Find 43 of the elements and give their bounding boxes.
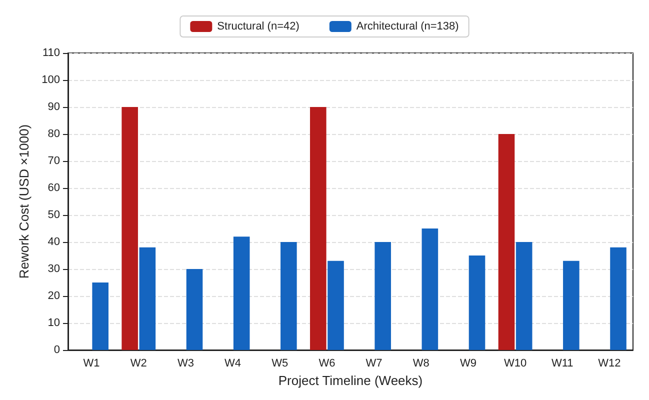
bar xyxy=(422,228,438,350)
x-axis-title: Project Timeline (Weeks) xyxy=(278,373,423,388)
bar xyxy=(122,107,138,350)
x-tick-label: W7 xyxy=(366,358,382,370)
x-tick-label: W8 xyxy=(412,358,430,370)
bar xyxy=(328,260,344,350)
bar xyxy=(468,256,486,350)
y-tick-label: 20 xyxy=(48,290,60,302)
bar xyxy=(186,269,203,350)
y-tick-label: 40 xyxy=(48,236,60,248)
bar xyxy=(563,260,580,350)
bar xyxy=(498,134,515,350)
y-tick-label: 50 xyxy=(48,209,60,221)
x-tick-label: W1 xyxy=(83,358,100,370)
y-tick-label: 60 xyxy=(48,182,60,194)
legend-label: Structural (n=42) xyxy=(217,20,300,32)
y-tick-label: 0 xyxy=(54,344,60,356)
bar xyxy=(280,242,297,350)
x-tick-label: W9 xyxy=(460,358,476,370)
x-tick-label: W4 xyxy=(224,358,242,370)
x-tick-label: W12 xyxy=(598,358,621,370)
bar xyxy=(139,247,156,350)
x-tick-label: W6 xyxy=(318,358,336,370)
bar xyxy=(310,107,326,350)
y-tick-label: 80 xyxy=(48,128,60,140)
x-tick-label: W3 xyxy=(177,358,194,370)
x-tick-label: W11 xyxy=(551,358,574,370)
y-tick-label: 100 xyxy=(42,74,60,86)
bar xyxy=(233,236,250,350)
x-tick-label: W10 xyxy=(504,358,527,370)
y-tick-label: 30 xyxy=(48,263,60,275)
y-tick-label: 10 xyxy=(48,317,60,329)
bar xyxy=(610,247,626,350)
y-tick-label: 110 xyxy=(42,47,60,59)
x-tick-label: W2 xyxy=(130,358,147,370)
y-tick-label: 70 xyxy=(48,155,60,167)
bar xyxy=(374,242,391,350)
x-tick-label: W5 xyxy=(272,358,288,370)
y-axis-title: Rework Cost (USD ×1000) xyxy=(16,124,32,279)
y-tick-label: 90 xyxy=(48,101,60,113)
bar xyxy=(92,282,108,350)
legend-label: Architectural (n=138) xyxy=(356,20,459,32)
bar xyxy=(516,242,532,350)
